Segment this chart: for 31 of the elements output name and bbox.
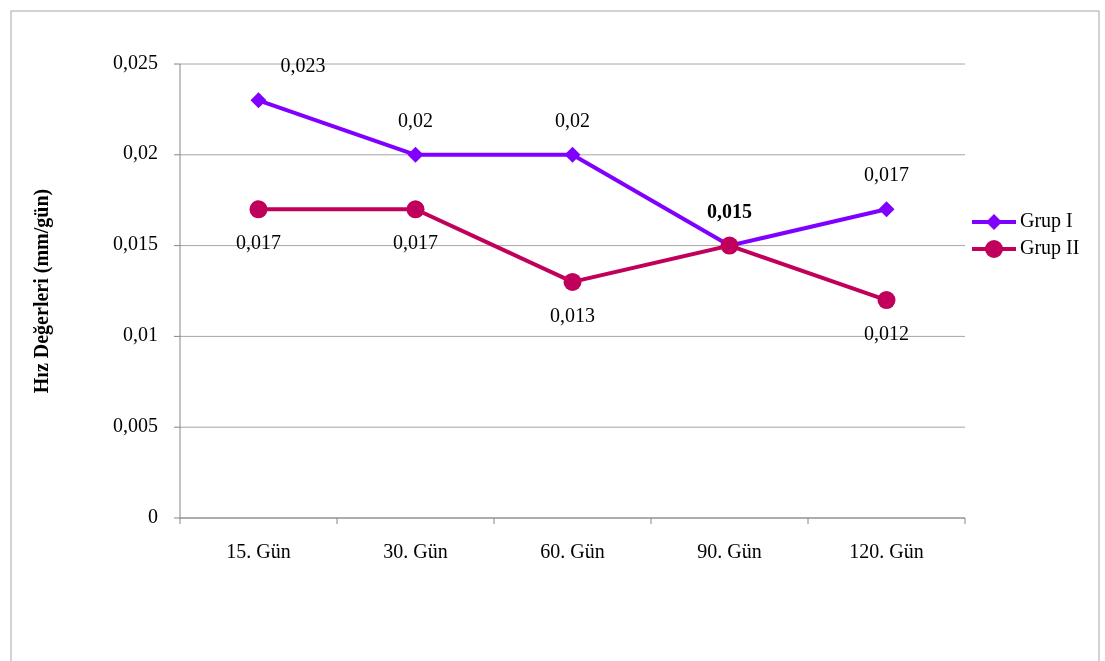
data-label: 0,023 bbox=[280, 54, 326, 77]
point bbox=[877, 291, 896, 310]
data-label: 0,012 bbox=[864, 322, 909, 345]
y-axis-title: Hız Değerleri (mm/gün) bbox=[30, 188, 53, 394]
point bbox=[878, 201, 895, 218]
y-tick-label: 0,02 bbox=[123, 141, 158, 164]
legend-label: Grup I bbox=[1020, 208, 1073, 232]
y-tick-label: 0 bbox=[148, 504, 158, 527]
point bbox=[564, 146, 581, 163]
point bbox=[407, 146, 424, 163]
point bbox=[563, 272, 582, 291]
data-label: 0,015 bbox=[707, 199, 752, 222]
y-tick-label: 0,025 bbox=[113, 50, 158, 73]
x-tick-label: 30. Gün bbox=[383, 540, 448, 562]
data-label: 0,02 bbox=[555, 108, 590, 131]
data-label: 0,02 bbox=[398, 108, 433, 131]
x-tick-label: 60. Gün bbox=[540, 540, 605, 562]
data-label: 0,017 bbox=[864, 163, 909, 186]
data-label: 0,017 bbox=[393, 231, 438, 254]
point bbox=[250, 92, 267, 109]
y-tick-label: 0,01 bbox=[123, 322, 158, 345]
point bbox=[406, 200, 425, 219]
y-tick-label: 0,015 bbox=[113, 232, 158, 255]
point bbox=[249, 200, 268, 219]
x-tick-label: 15. Gün bbox=[226, 540, 291, 562]
y-tick-label: 0,005 bbox=[113, 413, 158, 436]
legend-label: Grup II bbox=[1020, 235, 1080, 259]
x-tick-label: 90. Gün bbox=[697, 540, 762, 562]
data-label: 0,013 bbox=[550, 303, 595, 326]
data-label: 0,017 bbox=[236, 231, 281, 254]
x-tick-label: 120. Gün bbox=[849, 540, 924, 562]
